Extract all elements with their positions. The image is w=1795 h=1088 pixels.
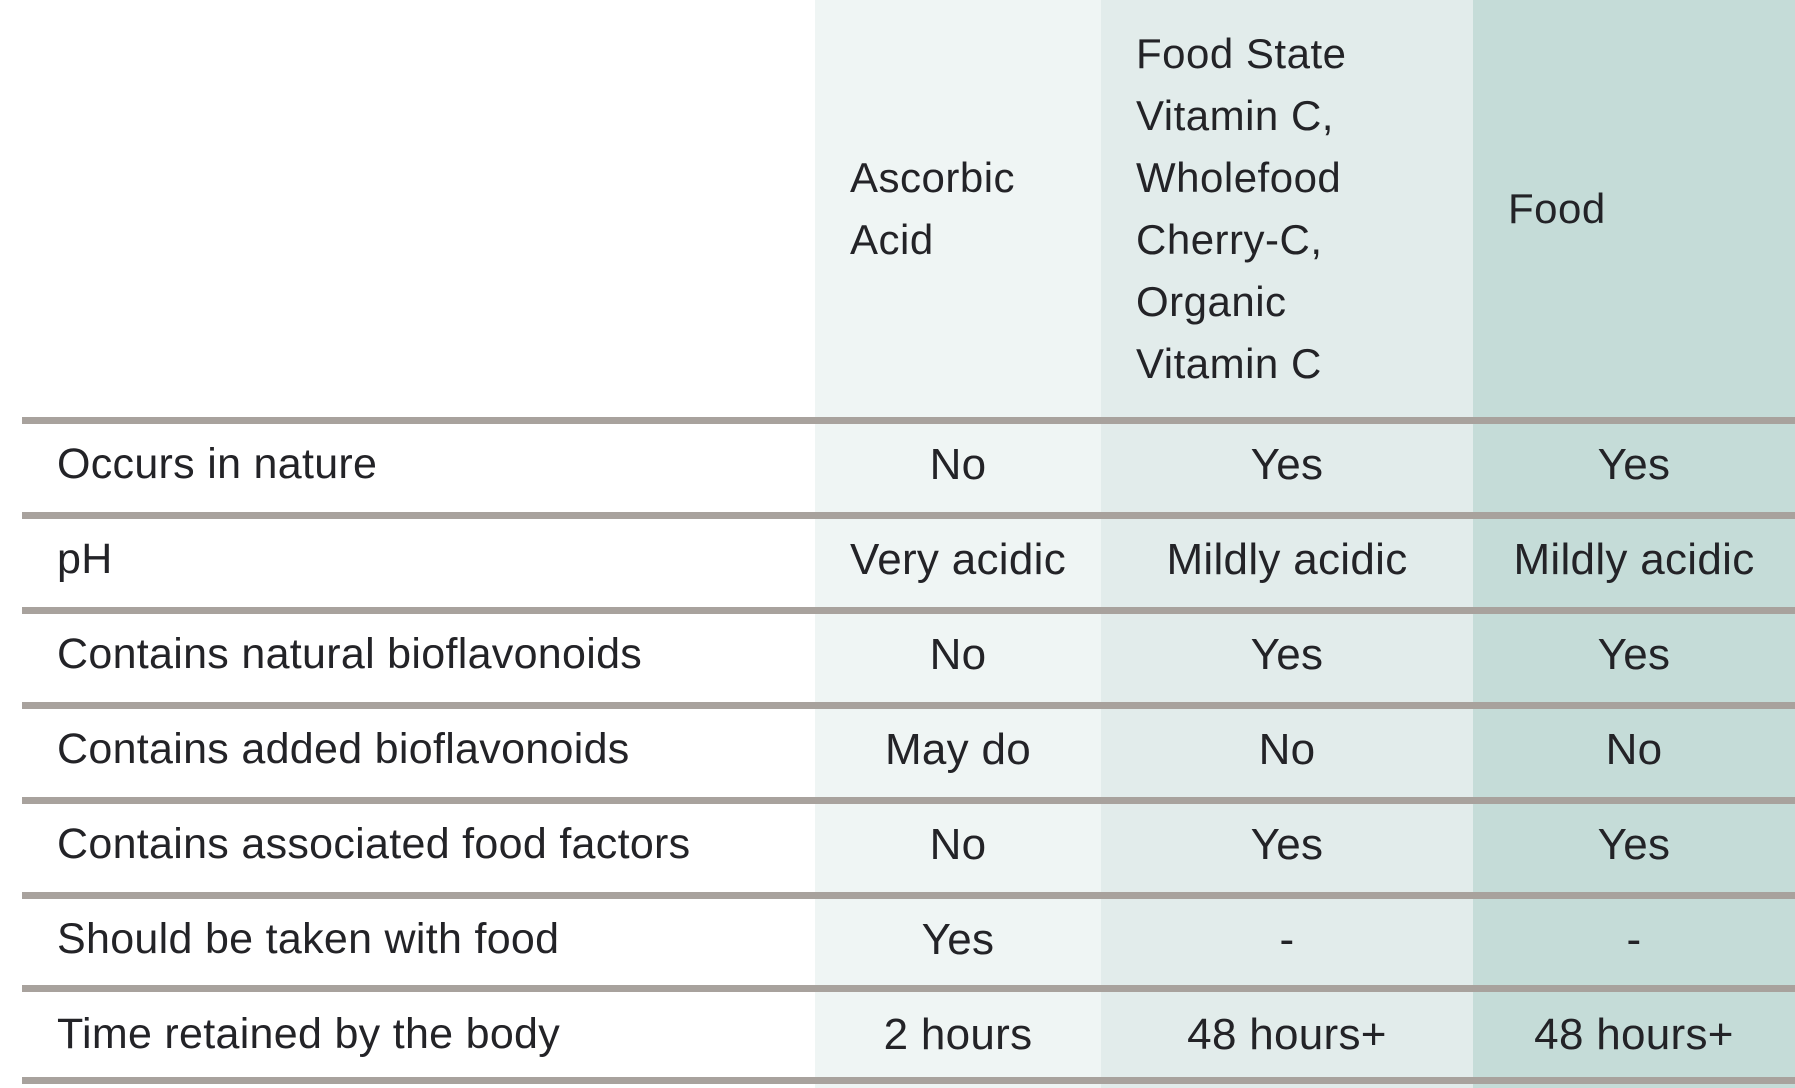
table-cell: No xyxy=(1605,724,1663,774)
table-cell: No xyxy=(929,439,987,489)
table-cell: - xyxy=(1279,914,1295,964)
column-background-ascorbic-acid xyxy=(815,0,1101,1088)
table-cell: Yes xyxy=(1597,819,1671,869)
table-cell: Mildly acidic xyxy=(1513,534,1755,584)
row-label-contains-added-bioflavonoids: Contains added bioflavonoids xyxy=(57,725,630,773)
table-cell: No xyxy=(1258,724,1316,774)
row-label-ph: pH xyxy=(57,535,113,583)
row-separator xyxy=(22,512,1795,519)
table-cell: - xyxy=(1626,914,1642,964)
table-cell: Yes xyxy=(1250,819,1324,869)
table-cell: No xyxy=(929,629,987,679)
table-cell: Yes xyxy=(1250,629,1324,679)
column-header-label: Food xyxy=(1508,184,1606,232)
table-cell: May do xyxy=(884,724,1032,774)
table-cell: 48 hours+ xyxy=(1187,1009,1387,1059)
row-label-contains-associated-food-factors: Contains associated food factors xyxy=(57,820,691,868)
row-label-time-retained-by-the-body: Time retained by the body xyxy=(57,1010,561,1058)
table-cell: Yes xyxy=(1250,439,1324,489)
table-cell: 48 hours+ xyxy=(1534,1009,1734,1059)
row-label-occurs-in-nature: Occurs in nature xyxy=(57,440,378,488)
column-header-ascorbic-acid: Ascorbic Acid xyxy=(815,0,1101,417)
row-label-contains-natural-bioflavonoids: Contains natural bioflavonoids xyxy=(57,630,643,678)
column-header-food: Food xyxy=(1473,0,1795,417)
row-separator xyxy=(22,1077,1795,1084)
column-header-label: Ascorbic Acid xyxy=(850,153,1016,263)
row-label-should-be-taken-with-food: Should be taken with food xyxy=(57,915,560,963)
table-cell: No xyxy=(929,819,987,869)
table-cell: Yes xyxy=(1597,629,1671,679)
column-header-label: Food State Vitamin C, Wholefood Cherry-C… xyxy=(1136,29,1347,387)
row-separator xyxy=(22,985,1795,992)
column-background-food xyxy=(1473,0,1795,1088)
table-cell: Mildly acidic xyxy=(1166,534,1408,584)
column-header-empty xyxy=(0,0,815,417)
column-header-food-state-vitamin-c: Food State Vitamin C, Wholefood Cherry-C… xyxy=(1101,0,1473,417)
row-separator xyxy=(22,607,1795,614)
row-separator xyxy=(22,702,1795,709)
table-cell: 2 hours xyxy=(883,1009,1033,1059)
table-cell: Yes xyxy=(921,914,995,964)
row-separator xyxy=(22,892,1795,899)
column-background-food-state xyxy=(1101,0,1473,1088)
row-separator xyxy=(22,797,1795,804)
table-cell: Very acidic xyxy=(849,534,1067,584)
row-separator xyxy=(22,417,1795,424)
table-cell: Yes xyxy=(1597,439,1671,489)
